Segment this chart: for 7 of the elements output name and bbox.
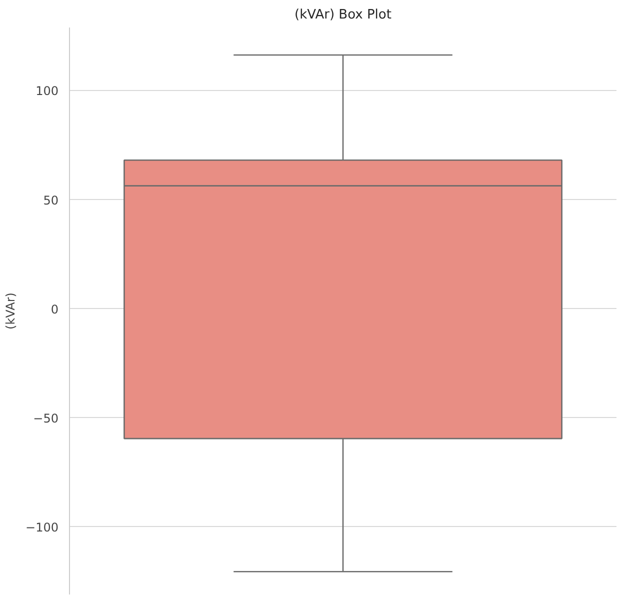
y-tick-label: −50 bbox=[33, 411, 59, 426]
y-tick-label: −100 bbox=[26, 520, 59, 534]
y-tick-label: 100 bbox=[36, 84, 58, 98]
y-tick-label: 0 bbox=[50, 302, 59, 316]
chart-title: (kVAr) Box Plot bbox=[294, 8, 392, 22]
y-tick-label: 50 bbox=[43, 193, 59, 208]
y-axis-title: (kVAr) bbox=[4, 292, 18, 330]
